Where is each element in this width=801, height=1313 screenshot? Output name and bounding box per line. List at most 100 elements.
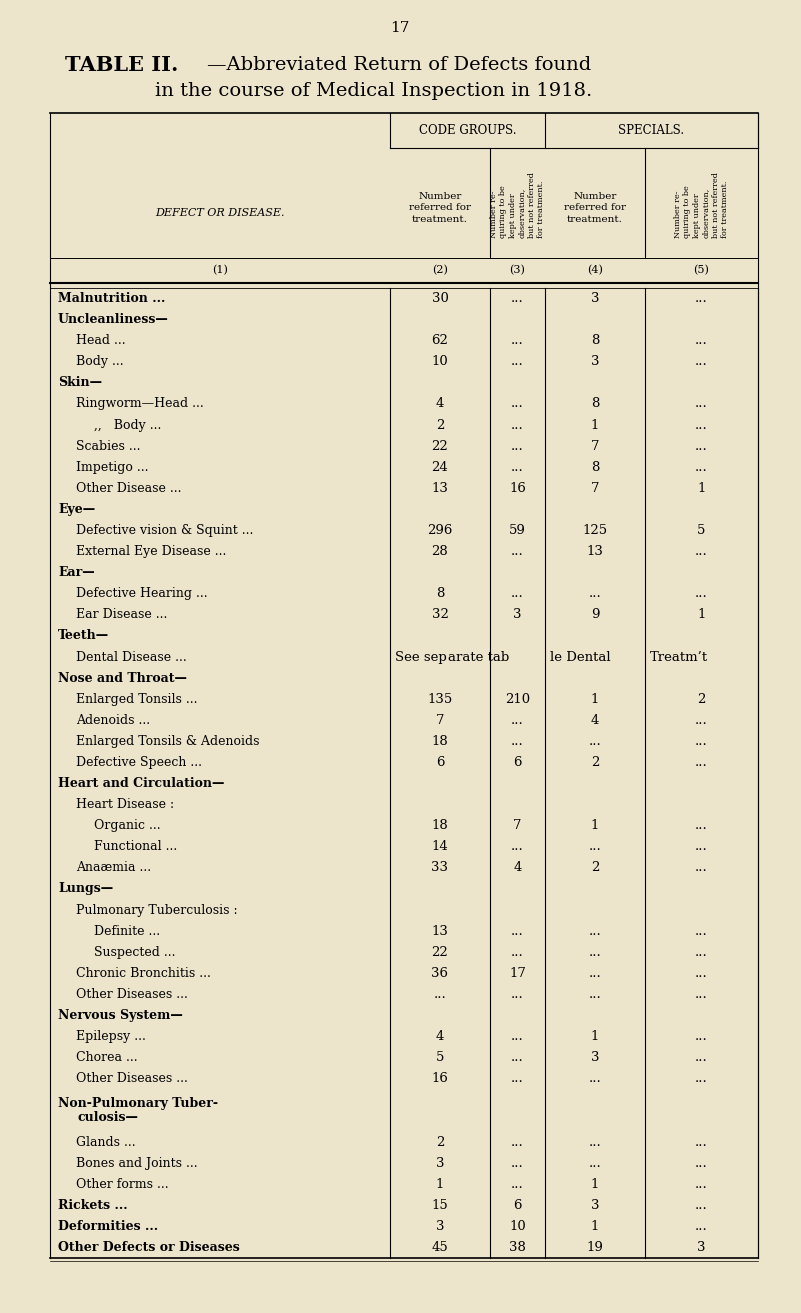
Text: 4: 4	[513, 861, 521, 874]
Text: ...: ...	[589, 587, 602, 600]
Text: ...: ...	[589, 1073, 602, 1086]
Text: External Eye Disease ...: External Eye Disease ...	[76, 545, 227, 558]
Text: ...: ...	[511, 840, 524, 853]
Text: 3: 3	[591, 1199, 599, 1212]
Text: Pulmonary Tuberculosis :: Pulmonary Tuberculosis :	[76, 903, 238, 916]
Text: ...: ...	[589, 945, 602, 958]
Text: 3: 3	[697, 1241, 706, 1254]
Text: ...: ...	[511, 419, 524, 432]
Text: Number re-
quiring to be
kept under
observation,
but not referred
for treatment.: Number re- quiring to be kept under obse…	[489, 172, 545, 238]
Text: Teeth—: Teeth—	[58, 629, 109, 642]
Text: Scabies ...: Scabies ...	[76, 440, 140, 453]
Text: 10: 10	[509, 1220, 526, 1233]
Text: 17: 17	[390, 21, 409, 35]
Text: ...: ...	[511, 714, 524, 727]
Text: Body ...: Body ...	[76, 356, 123, 369]
Text: See sep: See sep	[395, 650, 447, 663]
Text: 2: 2	[698, 693, 706, 705]
Text: Glands ...: Glands ...	[76, 1136, 135, 1149]
Text: ...: ...	[695, 1178, 708, 1191]
Text: Nervous System—: Nervous System—	[58, 1008, 183, 1022]
Text: ...: ...	[695, 398, 708, 411]
Text: ...: ...	[511, 356, 524, 369]
Text: Anaæmia ...: Anaæmia ...	[76, 861, 151, 874]
Text: Enlarged Tonsils ...: Enlarged Tonsils ...	[76, 693, 198, 705]
Text: ...: ...	[695, 356, 708, 369]
Text: 30: 30	[432, 291, 449, 305]
Text: DEFECT OR DISEASE.: DEFECT OR DISEASE.	[155, 207, 284, 218]
Text: 7: 7	[436, 714, 445, 727]
Text: ...: ...	[511, 398, 524, 411]
Text: 2: 2	[591, 756, 599, 769]
Text: 5: 5	[698, 524, 706, 537]
Text: ...: ...	[695, 1031, 708, 1043]
Text: 5: 5	[436, 1052, 445, 1064]
Text: 1: 1	[698, 482, 706, 495]
Text: 6: 6	[513, 756, 521, 769]
Text: 22: 22	[432, 945, 449, 958]
Text: ...: ...	[511, 1136, 524, 1149]
Text: 4: 4	[591, 714, 599, 727]
Text: Ear Disease ...: Ear Disease ...	[76, 608, 167, 621]
Text: Other Diseases ...: Other Diseases ...	[76, 987, 188, 1001]
Text: Other forms ...: Other forms ...	[76, 1178, 169, 1191]
Text: 1: 1	[591, 1031, 599, 1043]
Text: 18: 18	[432, 735, 449, 748]
Text: 38: 38	[509, 1241, 526, 1254]
Text: (5): (5)	[694, 265, 710, 276]
Text: Other Defects or Diseases: Other Defects or Diseases	[58, 1241, 239, 1254]
Text: 1: 1	[698, 608, 706, 621]
Text: ...: ...	[695, 335, 708, 347]
Text: 8: 8	[591, 461, 599, 474]
Text: ...: ...	[695, 1136, 708, 1149]
Text: ...: ...	[695, 1220, 708, 1233]
Text: Treatm’t: Treatm’t	[650, 650, 708, 663]
Text: ...: ...	[695, 735, 708, 748]
Text: 2: 2	[591, 861, 599, 874]
Text: 1: 1	[591, 1220, 599, 1233]
Text: ...: ...	[695, 945, 708, 958]
Text: 3: 3	[436, 1220, 445, 1233]
Text: 1: 1	[591, 419, 599, 432]
Text: Other Disease ...: Other Disease ...	[76, 482, 182, 495]
Text: ...: ...	[511, 1157, 524, 1170]
Text: ...: ...	[695, 440, 708, 453]
Text: 9: 9	[591, 608, 599, 621]
Text: 8: 8	[436, 587, 445, 600]
Text: 13: 13	[586, 545, 603, 558]
Text: ...: ...	[589, 840, 602, 853]
Text: Epilepsy ...: Epilepsy ...	[76, 1031, 146, 1043]
Text: ...: ...	[511, 735, 524, 748]
Text: ...: ...	[695, 714, 708, 727]
Text: Chorea ...: Chorea ...	[76, 1052, 138, 1064]
Text: ...: ...	[511, 291, 524, 305]
Text: ...: ...	[695, 419, 708, 432]
Text: TABLE II.: TABLE II.	[65, 55, 179, 75]
Text: Nose and Throat—: Nose and Throat—	[58, 672, 187, 684]
Text: 22: 22	[432, 440, 449, 453]
Text: Ringworm—Head ...: Ringworm—Head ...	[76, 398, 203, 411]
Text: 3: 3	[591, 356, 599, 369]
Text: 24: 24	[432, 461, 449, 474]
Text: 13: 13	[432, 482, 449, 495]
Text: 10: 10	[432, 356, 449, 369]
Text: 7: 7	[591, 440, 599, 453]
Text: Heart Disease :: Heart Disease :	[76, 798, 174, 811]
Text: ...: ...	[511, 335, 524, 347]
Text: 3: 3	[591, 291, 599, 305]
Text: Malnutrition ...: Malnutrition ...	[58, 291, 165, 305]
Text: 62: 62	[432, 335, 449, 347]
Text: 15: 15	[432, 1199, 449, 1212]
Text: 18: 18	[432, 819, 449, 832]
Text: (2): (2)	[432, 265, 448, 276]
Text: ...: ...	[511, 461, 524, 474]
Text: le Dental: le Dental	[550, 650, 610, 663]
Text: ...: ...	[695, 461, 708, 474]
Text: 13: 13	[432, 924, 449, 937]
Text: 1: 1	[591, 1178, 599, 1191]
Text: 19: 19	[586, 1241, 603, 1254]
Text: ...: ...	[511, 924, 524, 937]
Text: ...: ...	[589, 966, 602, 979]
Text: 14: 14	[432, 840, 449, 853]
Text: 8: 8	[591, 335, 599, 347]
